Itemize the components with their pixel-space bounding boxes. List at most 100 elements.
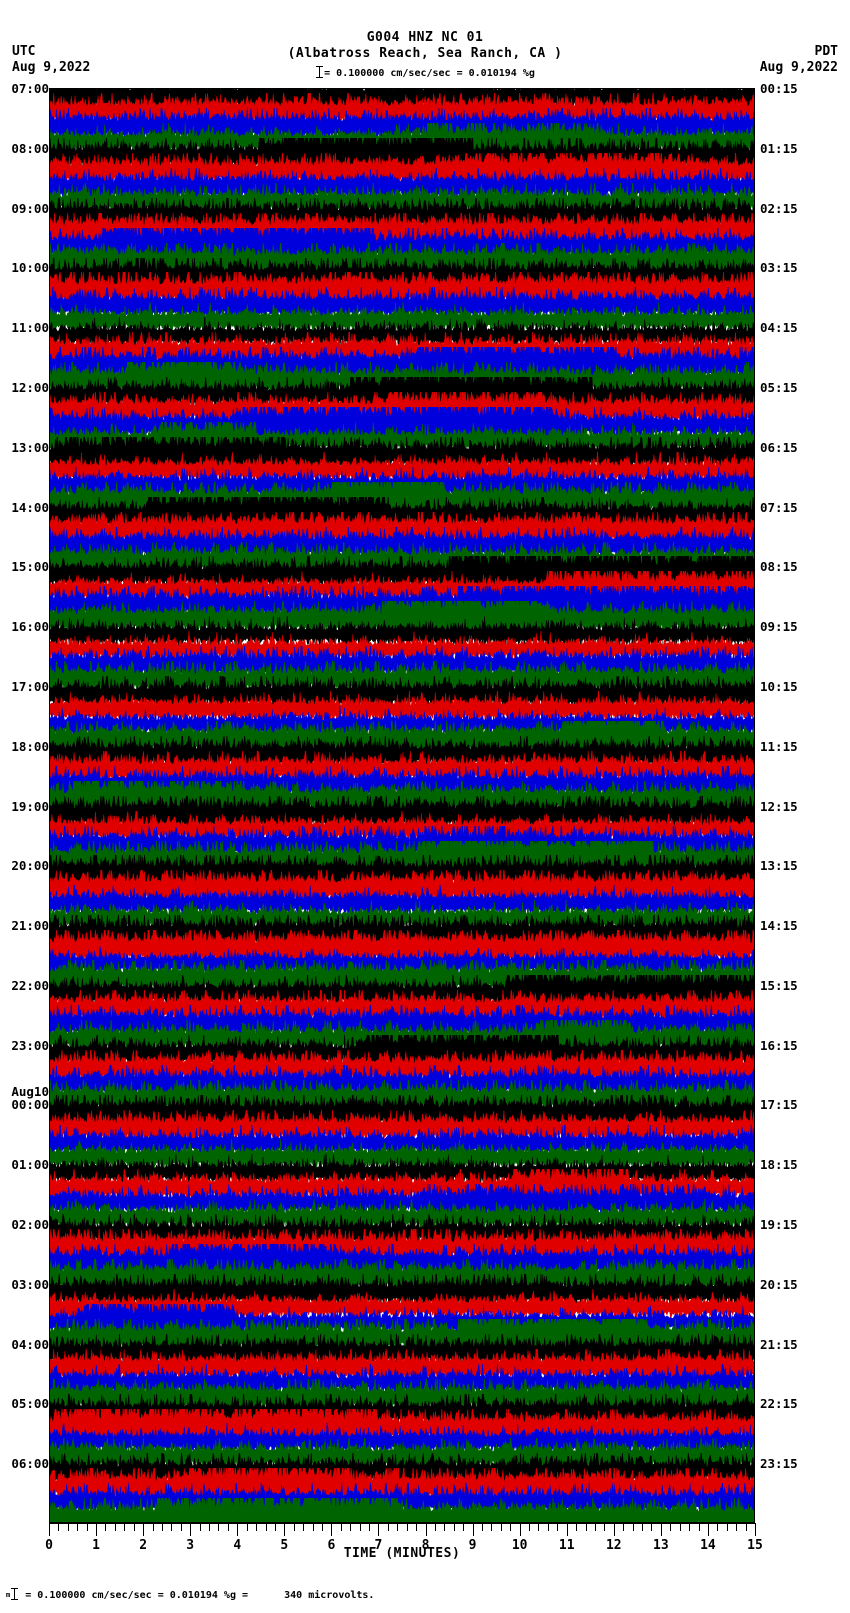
helicorder-plot[interactable]	[49, 88, 755, 1523]
axis-tick-minor	[397, 1523, 399, 1531]
axis-tick-minor	[86, 1523, 88, 1531]
header: UTC Aug 9,2022 G004 HNZ NC 01 (Albatross…	[0, 0, 850, 88]
axis-tick-minor	[434, 1523, 436, 1531]
pdt-hour-label: 05:15	[760, 379, 798, 395]
utc-hour-label: 05:00	[11, 1396, 49, 1412]
pdt-hour-label: 10:15	[760, 678, 798, 694]
utc-hour-label: 15:00	[11, 559, 49, 575]
pdt-hour-label: 15:15	[760, 977, 798, 993]
scale-bar-icon	[315, 66, 324, 78]
trace-waveform	[50, 1498, 754, 1522]
time-axis: 0 1 2 3 4 5 6 7 8 9 10 11 12 13 14 15	[45, 1523, 763, 1563]
axis-tick-minor	[199, 1523, 201, 1531]
axis-tick-minor	[689, 1523, 691, 1531]
axis-tick-minor	[594, 1523, 596, 1531]
axis-tick-minor	[265, 1523, 267, 1531]
axis-tick-minor	[726, 1523, 728, 1531]
axis-tick-label: 4	[233, 1538, 242, 1553]
axis-tick-minor	[491, 1523, 493, 1531]
trace-row	[50, 1498, 754, 1522]
axis-tick-label: 9	[468, 1538, 477, 1553]
axis-baseline	[49, 1523, 755, 1524]
axis-tick-label: 3	[186, 1538, 195, 1553]
axis-tick-major	[378, 1523, 380, 1536]
station-location: (Albatross Reach, Sea Ranch, CA )	[287, 46, 563, 61]
utc-hour-label: 06:00	[11, 1456, 49, 1472]
utc-hour-label: 13:00	[11, 439, 49, 455]
axis-tick-minor	[745, 1523, 747, 1531]
axis-tick-minor	[274, 1523, 276, 1531]
axis-tick-label: 1	[92, 1538, 100, 1553]
axis-tick-minor	[133, 1523, 135, 1531]
utc-hour-label: 19:00	[11, 798, 49, 814]
pdt-hour-label: 08:15	[760, 559, 798, 575]
axis-tick-minor	[576, 1523, 578, 1531]
axis-tick-major	[190, 1523, 192, 1536]
trace-row	[50, 302, 754, 339]
pdt-hour-label: 03:15	[760, 260, 798, 276]
axis-tick-minor	[161, 1523, 163, 1531]
left-date-label: Aug 9,2022	[12, 60, 91, 75]
axis-tick-minor	[632, 1523, 634, 1531]
axis-tick-major	[425, 1523, 427, 1536]
amplitude-scale-legend: = 0.100000 cm/sec/sec = 0.010194 %g	[0, 66, 850, 79]
utc-hour-label: 20:00	[11, 858, 49, 874]
utc-hour-label: 01:00	[11, 1157, 49, 1173]
axis-tick-major	[519, 1523, 521, 1536]
axis-tick-major	[331, 1523, 333, 1536]
axis-tick-minor	[406, 1523, 408, 1531]
pdt-hour-label: 16:15	[760, 1037, 798, 1053]
axis-tick-minor	[387, 1523, 389, 1531]
axis-title: TIME (MINUTES)	[343, 1546, 461, 1561]
utc-hour-label: 02:00	[11, 1217, 49, 1233]
axis-tick-label: 7	[374, 1538, 383, 1553]
footer-text: = 0.100000 cm/sec/sec = 0.010194 %g = 34…	[25, 1590, 375, 1601]
axis-tick-minor	[444, 1523, 446, 1531]
axis-tick-minor	[124, 1523, 126, 1531]
utc-hour-label: 03:00	[11, 1276, 49, 1292]
axis-tick-label: 2	[139, 1538, 148, 1553]
axis-tick-minor	[482, 1523, 483, 1531]
axis-tick-minor	[736, 1523, 738, 1531]
pdt-hour-label: 22:15	[760, 1396, 798, 1412]
footer-scale-bar-icon	[10, 1588, 19, 1600]
axis-tick-major	[284, 1523, 286, 1536]
pdt-hour-label: 17:15	[760, 1097, 798, 1113]
axis-tick-label: 12	[605, 1538, 622, 1553]
axis-tick-minor	[58, 1523, 60, 1531]
axis-tick-minor	[152, 1523, 154, 1531]
trace-row	[50, 1199, 754, 1236]
footer-prefix-glyph: m	[6, 1591, 11, 1599]
axis-tick-minor	[538, 1523, 540, 1531]
axis-tick-major	[49, 1523, 50, 1536]
axis-tick-label: 11	[558, 1538, 575, 1553]
pdt-hour-label: 12:15	[760, 798, 798, 814]
axis-tick-minor	[114, 1523, 116, 1531]
axis-tick-minor	[321, 1523, 323, 1531]
utc-hour-label: 17:00	[11, 678, 49, 694]
left-timezone-label: UTC	[12, 44, 36, 59]
axis-tick-minor	[547, 1523, 549, 1531]
axis-tick-minor	[350, 1523, 352, 1531]
pdt-hour-label: 19:15	[760, 1217, 798, 1233]
axis-tick-minor	[585, 1523, 587, 1531]
pdt-hour-label: 02:15	[760, 200, 798, 216]
axis-tick-minor	[529, 1523, 531, 1531]
pdt-hour-label: 23:15	[760, 1456, 798, 1472]
axis-tick-minor	[717, 1523, 719, 1531]
axis-tick-major	[755, 1523, 756, 1536]
scale-legend-text: = 0.100000 cm/sec/sec = 0.010194 %g	[324, 68, 535, 79]
pdt-hour-label: 09:15	[760, 619, 798, 635]
utc-hour-label: 08:00	[11, 140, 49, 156]
axis-tick-minor	[246, 1523, 248, 1531]
pdt-hour-label: 11:15	[760, 738, 798, 754]
axis-tick-label: 5	[280, 1538, 289, 1553]
axis-tick-label: 15	[747, 1538, 763, 1553]
utc-hour-label: 21:00	[11, 918, 49, 934]
station-title: G004 HNZ NC 01	[366, 30, 484, 45]
utc-hour-label: 11:00	[11, 320, 49, 336]
pdt-hour-label: 20:15	[760, 1276, 798, 1292]
daybreak-label: Aug10	[11, 1084, 49, 1100]
axis-tick-minor	[510, 1523, 512, 1531]
axis-tick-label: 13	[653, 1538, 669, 1553]
